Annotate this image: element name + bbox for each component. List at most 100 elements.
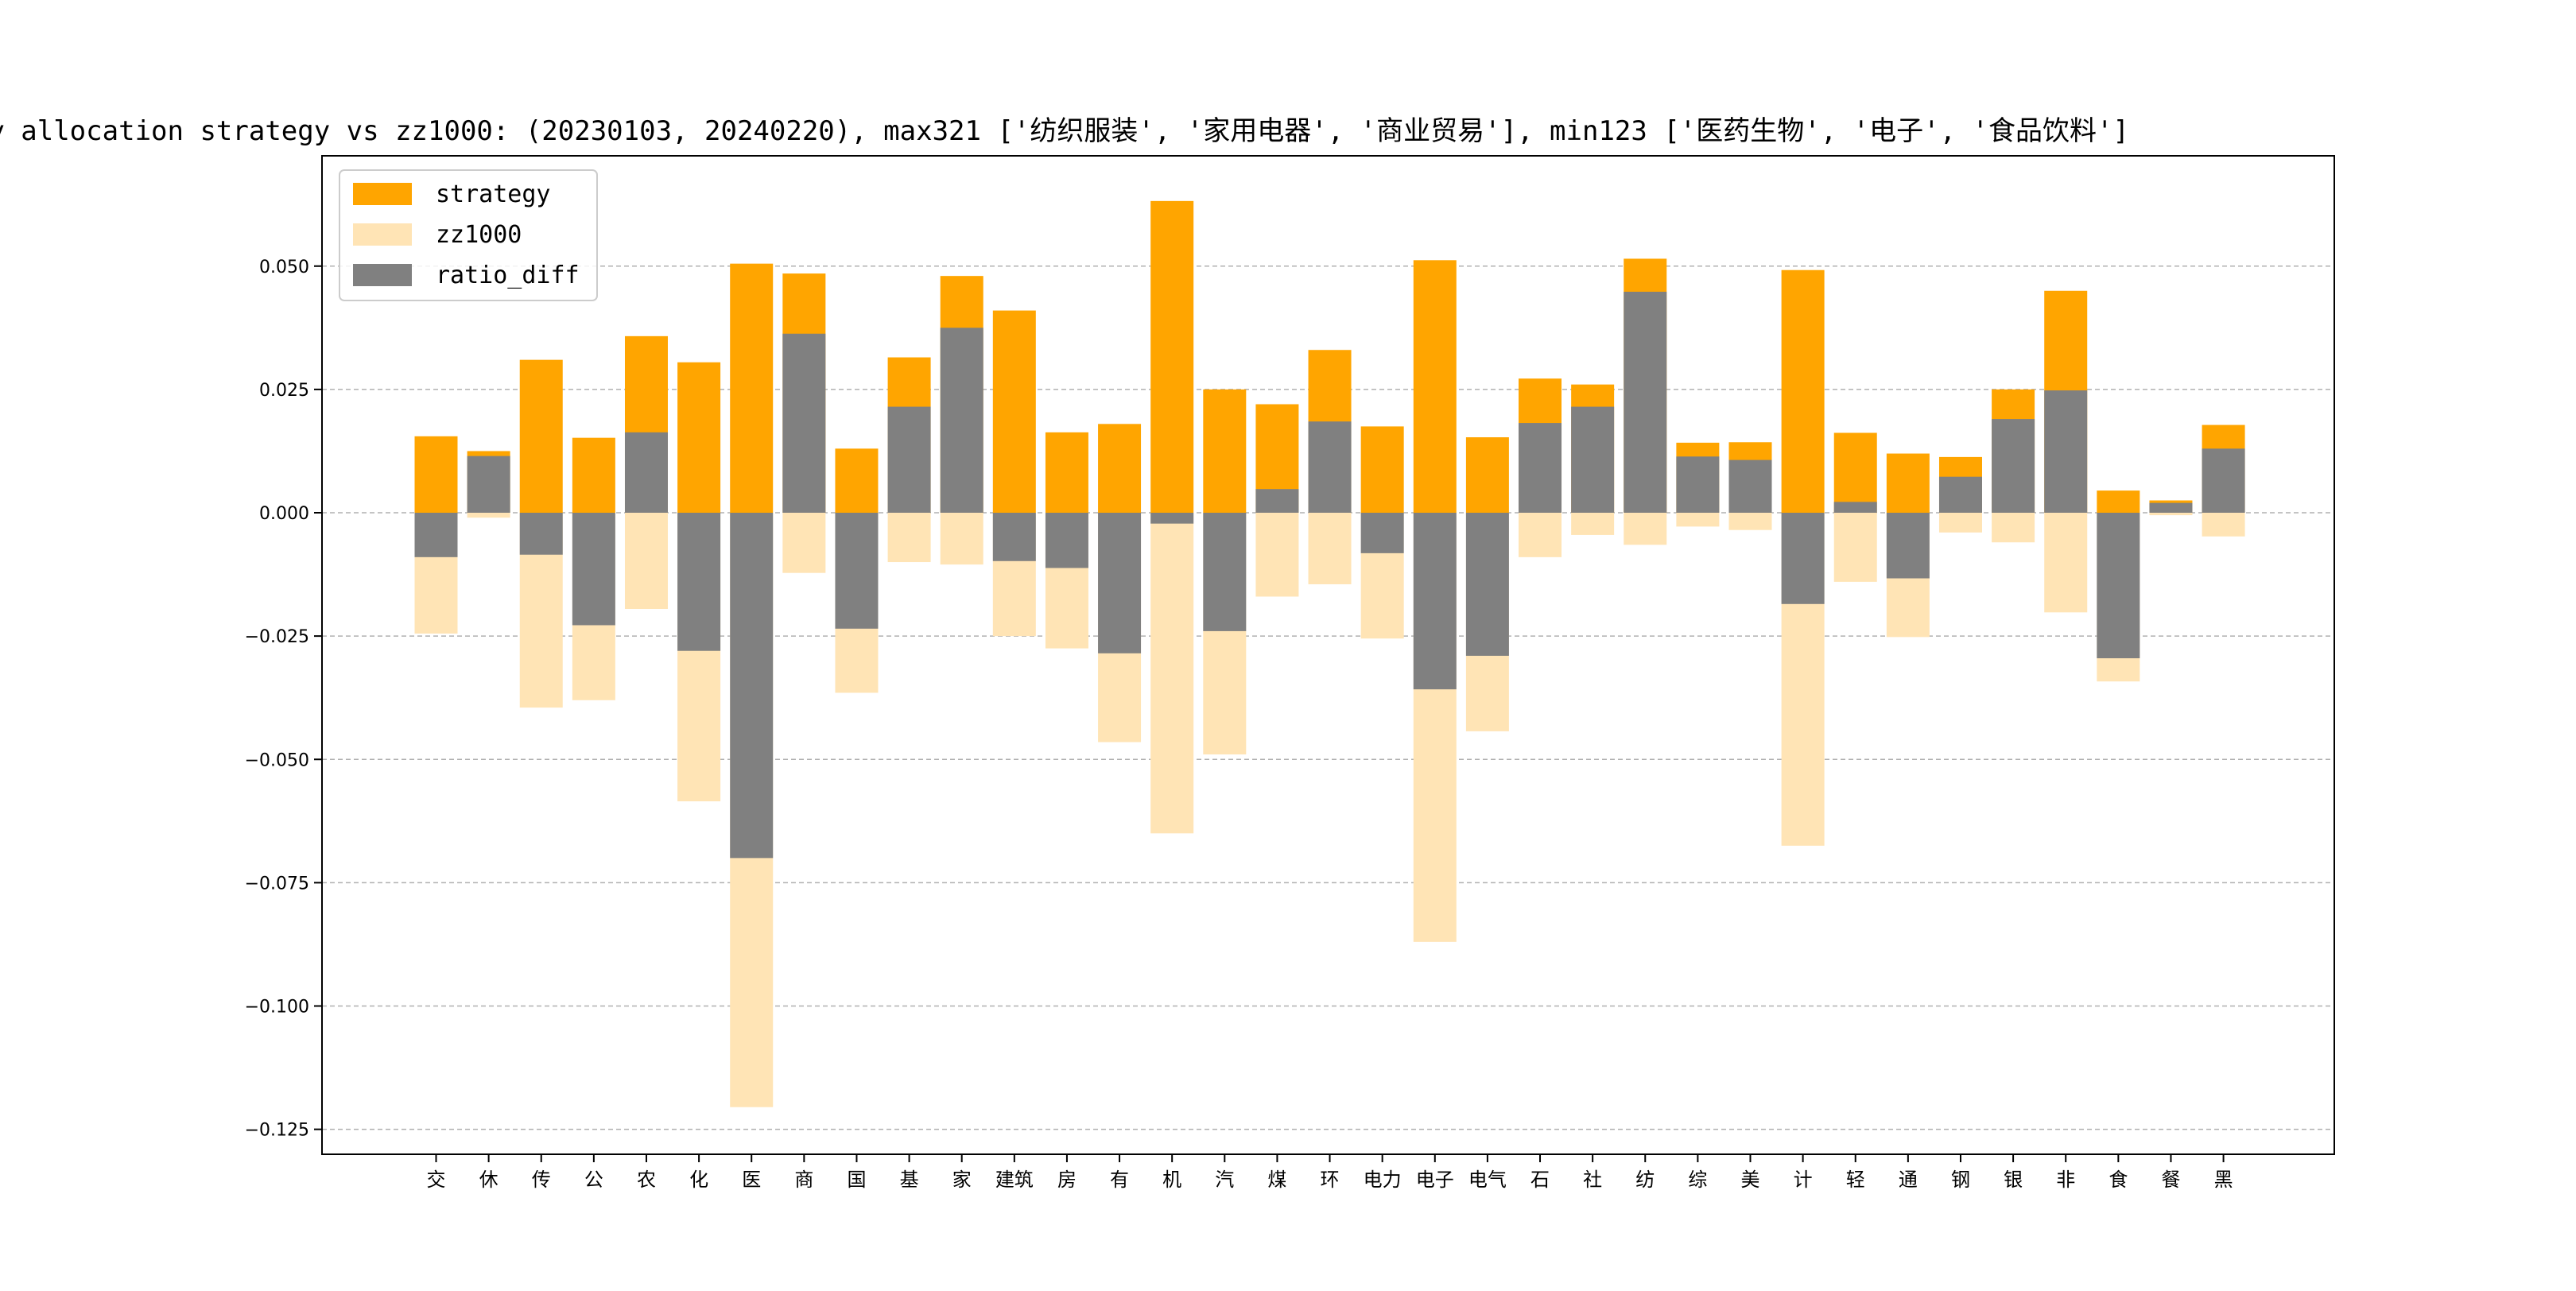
x-tick-label: 化 bbox=[689, 1169, 708, 1191]
bar-ratio-diff-16 bbox=[1255, 489, 1299, 513]
x-tick-label: 汽 bbox=[1215, 1169, 1234, 1191]
plot-frame bbox=[321, 155, 2335, 1155]
bar-zz1000-9 bbox=[887, 513, 931, 563]
x-tick-label: 农 bbox=[637, 1169, 656, 1191]
bar-ratio-diff-8 bbox=[835, 513, 879, 629]
bar-ratio-diff-25 bbox=[1728, 459, 1772, 513]
x-tick-label: 社 bbox=[1583, 1169, 1602, 1191]
bar-strategy-2 bbox=[519, 359, 563, 513]
bar-strategy-14 bbox=[1150, 200, 1194, 513]
bar-zz1000-7 bbox=[782, 513, 826, 573]
x-tick-label: 房 bbox=[1057, 1169, 1077, 1191]
x-tick-label: 纺 bbox=[1635, 1169, 1655, 1191]
x-tick-label: 传 bbox=[532, 1169, 551, 1191]
bar-ratio-diff-6 bbox=[730, 513, 774, 859]
bar-strategy-8 bbox=[835, 448, 879, 513]
bar-ratio-diff-12 bbox=[1045, 513, 1088, 568]
bar-strategy-18 bbox=[1360, 426, 1404, 513]
x-tick-label: 非 bbox=[2056, 1169, 2075, 1191]
legend-swatch-strategy bbox=[353, 183, 412, 205]
bar-ratio-diff-21 bbox=[1519, 423, 1562, 513]
bar-zz1000-25 bbox=[1728, 513, 1772, 530]
x-tick-label: 美 bbox=[1741, 1169, 1760, 1191]
legend-swatch-ratio-diff bbox=[353, 264, 412, 286]
y-axis: 0.050 0.025 0.000 −0.025 −0.050 −0.075 −0.100 −… bbox=[245, 258, 322, 1141]
legend-label-strategy: strategy bbox=[436, 180, 551, 208]
bar-zz1000-16 bbox=[1255, 513, 1299, 597]
bar-ratio-diff-34 bbox=[2202, 448, 2245, 513]
y-tick-label: 0.000 bbox=[259, 504, 309, 524]
bar-zz1000-24 bbox=[1676, 513, 1720, 527]
bar-zz1000-22 bbox=[1571, 513, 1615, 535]
x-tick-label: 国 bbox=[847, 1169, 866, 1191]
x-tick-label: 煤 bbox=[1267, 1169, 1286, 1191]
bar-ratio-diff-4 bbox=[624, 432, 668, 513]
bar-zz1000-10 bbox=[940, 513, 983, 565]
x-tick-label: 钢 bbox=[1951, 1169, 1970, 1191]
bar-ratio-diff-30 bbox=[1992, 419, 2035, 513]
bar-zz1000-30 bbox=[1992, 513, 2035, 543]
y-tick-label: 0.025 bbox=[259, 381, 309, 401]
bar-zz1000-17 bbox=[1308, 513, 1352, 584]
bar-strategy-13 bbox=[1098, 424, 1142, 513]
bar-zz1000-27 bbox=[1833, 513, 1877, 582]
bar-strategy-19 bbox=[1413, 260, 1457, 513]
bar-zz1000-31 bbox=[2044, 513, 2088, 613]
bar-strategy-3 bbox=[572, 437, 615, 513]
bar-ratio-diff-32 bbox=[2097, 513, 2140, 659]
x-tick-label: 交 bbox=[427, 1169, 446, 1191]
bar-ratio-diff-2 bbox=[519, 513, 563, 555]
x-axis: 交 休 传 公 农 化 医 商 国 基 家 建筑 房 有 机 汽 煤 环 电力 电子 电气 石 社 纺 综 美 计 轻 通 钢 银 非 食 餐 黑 bbox=[427, 1154, 2233, 1191]
x-tick-label: 黑 bbox=[2214, 1169, 2233, 1191]
bar-ratio-diff-9 bbox=[887, 406, 931, 513]
x-tick-label: 通 bbox=[1899, 1169, 1918, 1191]
bar-ratio-diff-0 bbox=[414, 513, 458, 557]
bar-zz1000-1 bbox=[467, 513, 510, 518]
y-tick-label: −0.025 bbox=[245, 627, 309, 647]
bar-ratio-diff-29 bbox=[1938, 476, 1982, 513]
bar-strategy-26 bbox=[1781, 269, 1825, 513]
x-tick-label: 建筑 bbox=[995, 1169, 1034, 1191]
legend: strategy zz1000 ratio_diff bbox=[339, 169, 598, 301]
x-tick-label: 轻 bbox=[1846, 1169, 1865, 1191]
bar-ratio-diff-15 bbox=[1203, 513, 1247, 631]
x-tick-label: 机 bbox=[1162, 1169, 1181, 1191]
x-tick-label: 电力 bbox=[1364, 1169, 1402, 1191]
legend-label-ratio-diff: ratio_diff bbox=[436, 262, 580, 289]
y-tick-label: −0.050 bbox=[245, 750, 309, 770]
x-tick-label: 石 bbox=[1530, 1169, 1550, 1191]
x-tick-label: 公 bbox=[584, 1169, 603, 1191]
bar-strategy-27 bbox=[1833, 432, 1877, 513]
bar-zz1000-14 bbox=[1150, 513, 1194, 834]
bar-zz1000-29 bbox=[1938, 513, 1982, 533]
bar-strategy-20 bbox=[1465, 437, 1509, 513]
x-tick-label: 医 bbox=[742, 1169, 761, 1191]
bar-strategy-5 bbox=[677, 362, 721, 513]
chart-title: industry allocation strategy vs zz1000: … bbox=[0, 115, 2129, 147]
bar-ratio-diff-7 bbox=[782, 333, 826, 513]
bar-ratio-diff-33 bbox=[2149, 502, 2193, 513]
bar-ratio-diff-28 bbox=[1886, 513, 1930, 579]
bar-strategy-28 bbox=[1886, 453, 1930, 513]
bar-zz1000-34 bbox=[2202, 513, 2245, 537]
bar-strategy-6 bbox=[730, 263, 774, 513]
bar-ratio-diff-5 bbox=[677, 513, 721, 651]
y-tick-label: −0.125 bbox=[245, 1121, 309, 1141]
x-tick-label: 综 bbox=[1688, 1169, 1707, 1191]
x-tick-label: 电气 bbox=[1468, 1169, 1507, 1191]
bar-strategy-11 bbox=[992, 310, 1036, 513]
x-tick-label: 环 bbox=[1321, 1169, 1340, 1191]
bar-zz1000-23 bbox=[1624, 513, 1667, 545]
bar-ratio-diff-26 bbox=[1781, 513, 1825, 604]
bar-ratio-diff-20 bbox=[1465, 513, 1509, 656]
bar-strategy-15 bbox=[1203, 389, 1247, 513]
bar-ratio-diff-3 bbox=[572, 513, 615, 626]
bar-ratio-diff-13 bbox=[1098, 513, 1142, 653]
x-tick-label: 餐 bbox=[2161, 1169, 2180, 1191]
bars-layer bbox=[414, 200, 2245, 1107]
x-tick-label: 计 bbox=[1794, 1169, 1813, 1191]
bar-ratio-diff-14 bbox=[1150, 513, 1194, 524]
bar-ratio-diff-27 bbox=[1833, 502, 1877, 513]
x-tick-label: 银 bbox=[2004, 1169, 2023, 1191]
